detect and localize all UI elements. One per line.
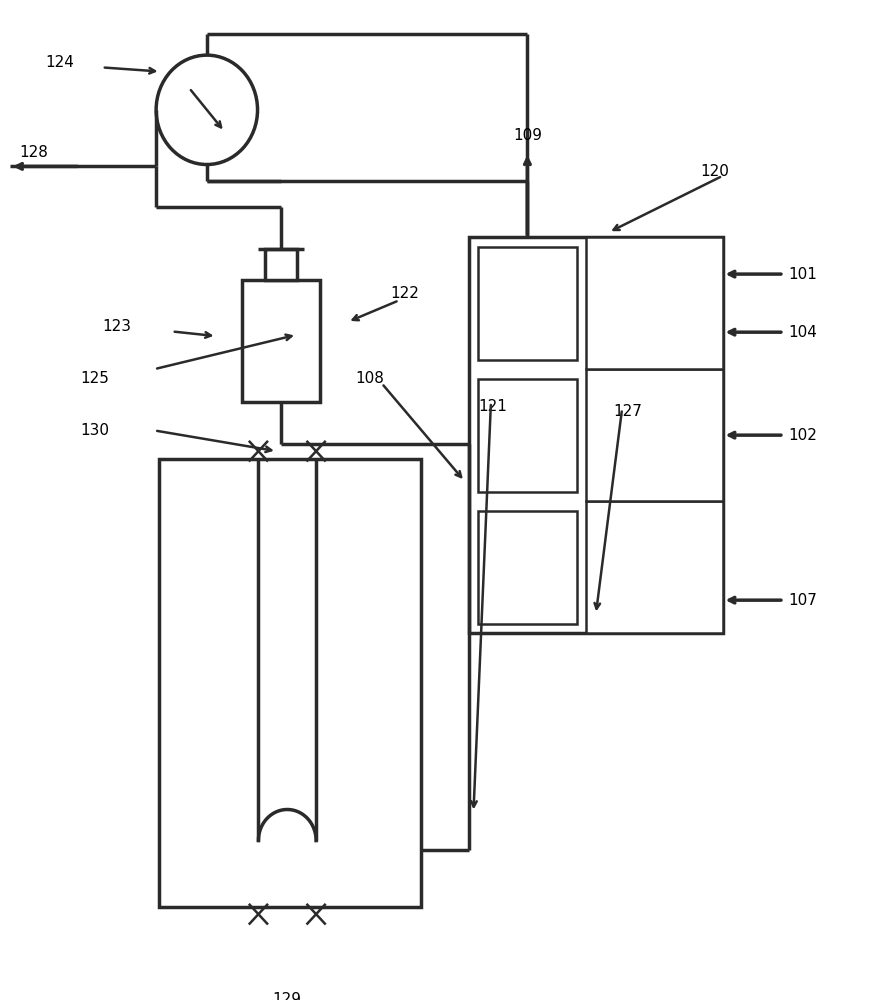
Bar: [266, 249, 297, 280]
Bar: [586, 237, 723, 369]
Text: 121: 121: [478, 399, 507, 414]
Text: 102: 102: [788, 428, 817, 443]
Text: 125: 125: [80, 371, 109, 386]
Text: 107: 107: [788, 593, 817, 608]
Bar: [586, 501, 723, 633]
Bar: [586, 369, 723, 501]
Bar: [478, 247, 577, 360]
Text: 104: 104: [788, 325, 817, 340]
Text: 101: 101: [788, 267, 817, 282]
Text: 130: 130: [80, 423, 109, 438]
Text: 127: 127: [613, 404, 642, 419]
Bar: [469, 237, 723, 633]
Text: 123: 123: [102, 319, 131, 334]
Bar: [159, 459, 421, 907]
Text: 124: 124: [45, 55, 74, 70]
Bar: [478, 511, 577, 624]
Text: 120: 120: [701, 164, 730, 179]
Bar: [478, 379, 577, 492]
Bar: [242, 280, 320, 402]
Text: 122: 122: [390, 286, 419, 301]
Text: 109: 109: [513, 128, 542, 143]
Text: 128: 128: [19, 145, 47, 160]
Text: 108: 108: [355, 371, 384, 386]
Text: 129: 129: [273, 992, 302, 1000]
